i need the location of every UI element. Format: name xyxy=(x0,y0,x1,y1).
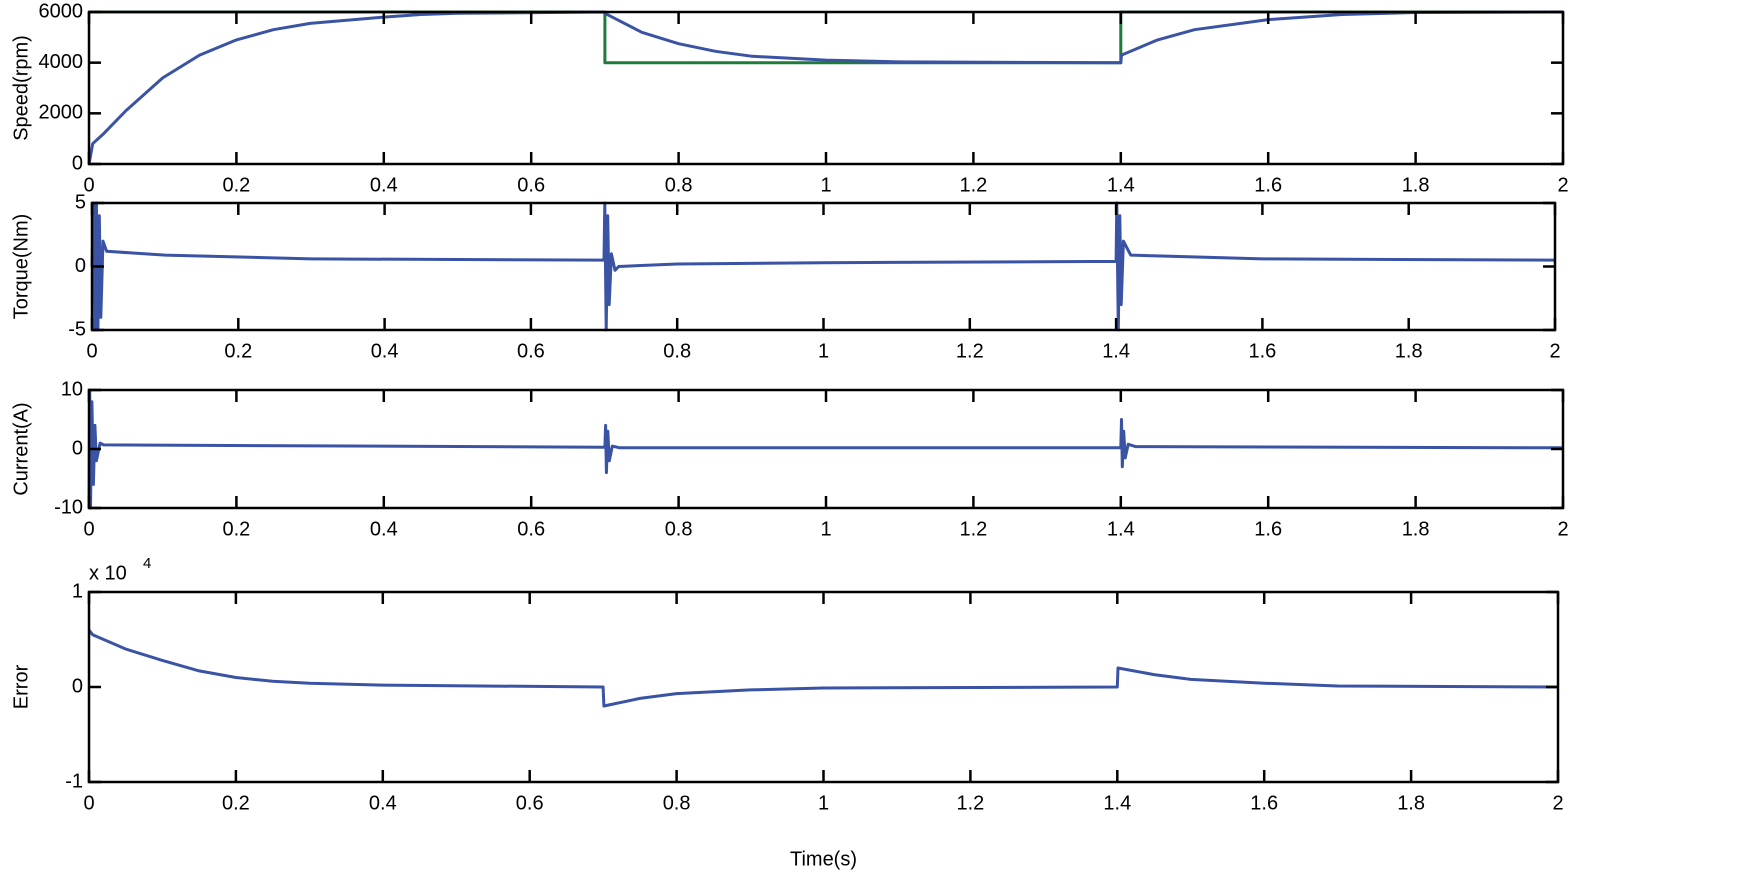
x-tick-label: 1.8 xyxy=(1397,792,1425,814)
x-tick-label: 2 xyxy=(1552,792,1563,814)
x-tick-label: 1 xyxy=(818,340,829,362)
x-tick-label: 1.2 xyxy=(959,174,987,196)
y-tick-label: 4000 xyxy=(39,51,84,73)
x-tick-label: 0 xyxy=(86,340,97,362)
x-axis-label: Time(s) xyxy=(790,848,857,870)
x-tick-label: 0.6 xyxy=(516,792,544,814)
y-tick-label: -1 xyxy=(65,770,83,792)
x-tick-label: 0.8 xyxy=(665,174,693,196)
x-tick-label: 2 xyxy=(1557,518,1568,540)
x-tick-label: 1.4 xyxy=(1107,518,1135,540)
x-tick-label: 0.2 xyxy=(222,174,250,196)
x-tick-label: 1.4 xyxy=(1102,340,1130,362)
x-tick-label: 1.8 xyxy=(1402,174,1430,196)
y-tick-label: 1 xyxy=(72,580,83,602)
x-tick-label: 0 xyxy=(83,792,94,814)
x-tick-label: 1.6 xyxy=(1250,792,1278,814)
y-tick-label: -5 xyxy=(68,318,86,340)
y-axis-label: Torque(Nm) xyxy=(10,214,32,320)
x-tick-label: 0.4 xyxy=(370,518,398,540)
x-tick-label: 1.4 xyxy=(1107,174,1135,196)
x-tick-label: 1.2 xyxy=(956,340,984,362)
x-tick-label: 1 xyxy=(820,174,831,196)
x-tick-label: 0.2 xyxy=(224,340,252,362)
y-tick-label: 0 xyxy=(75,255,86,277)
x-tick-label: 0.8 xyxy=(663,792,691,814)
y-multiplier-exponent: 4 xyxy=(143,555,151,572)
data-line xyxy=(87,629,1559,708)
y-tick-label: 10 xyxy=(61,378,83,400)
x-tick-label: 1.4 xyxy=(1103,792,1131,814)
x-tick-label: 0 xyxy=(83,174,94,196)
x-tick-label: 1 xyxy=(820,518,831,540)
data-line xyxy=(87,10,1564,165)
x-tick-label: 0.4 xyxy=(369,792,397,814)
y-tick-label: 2000 xyxy=(39,102,84,124)
axes-frame xyxy=(87,10,1565,166)
y-tick-label: 5 xyxy=(75,191,86,213)
x-tick-label: 0.6 xyxy=(517,340,545,362)
x-tick-label: 1.6 xyxy=(1248,340,1276,362)
x-tick-label: 1.6 xyxy=(1254,174,1282,196)
y-tick-label: 0 xyxy=(72,675,83,697)
x-tick-label: 0.2 xyxy=(222,792,250,814)
y-tick-label: 0 xyxy=(72,437,83,459)
x-tick-label: 2 xyxy=(1557,174,1568,196)
x-tick-label: 0.6 xyxy=(517,174,545,196)
y-axis-label: Current(A) xyxy=(10,402,32,495)
x-tick-label: 1.8 xyxy=(1395,340,1423,362)
x-tick-label: 1.8 xyxy=(1402,518,1430,540)
x-tick-label: 0 xyxy=(83,518,94,540)
x-tick-label: 0.2 xyxy=(222,518,250,540)
data-line xyxy=(87,388,1564,510)
y-multiplier: x 10 xyxy=(89,562,127,584)
x-tick-label: 0.8 xyxy=(665,518,693,540)
x-tick-label: 1.6 xyxy=(1254,518,1282,540)
y-tick-label: -10 xyxy=(54,496,83,518)
x-tick-label: 0.6 xyxy=(517,518,545,540)
y-axis-label: Speed(rpm) xyxy=(10,35,32,141)
y-axis-label: Error xyxy=(10,664,32,709)
x-tick-label: 1.2 xyxy=(956,792,984,814)
data-line xyxy=(90,201,1556,332)
y-tick-label: 0 xyxy=(72,152,83,174)
x-tick-label: 2 xyxy=(1549,340,1560,362)
x-tick-label: 1.2 xyxy=(959,518,987,540)
x-tick-label: 0.4 xyxy=(371,340,399,362)
y-tick-label: 6000 xyxy=(39,0,84,22)
x-tick-label: 0.8 xyxy=(663,340,691,362)
x-tick-label: 0.4 xyxy=(370,174,398,196)
x-tick-label: 1 xyxy=(818,792,829,814)
axes-frame xyxy=(90,201,1557,332)
